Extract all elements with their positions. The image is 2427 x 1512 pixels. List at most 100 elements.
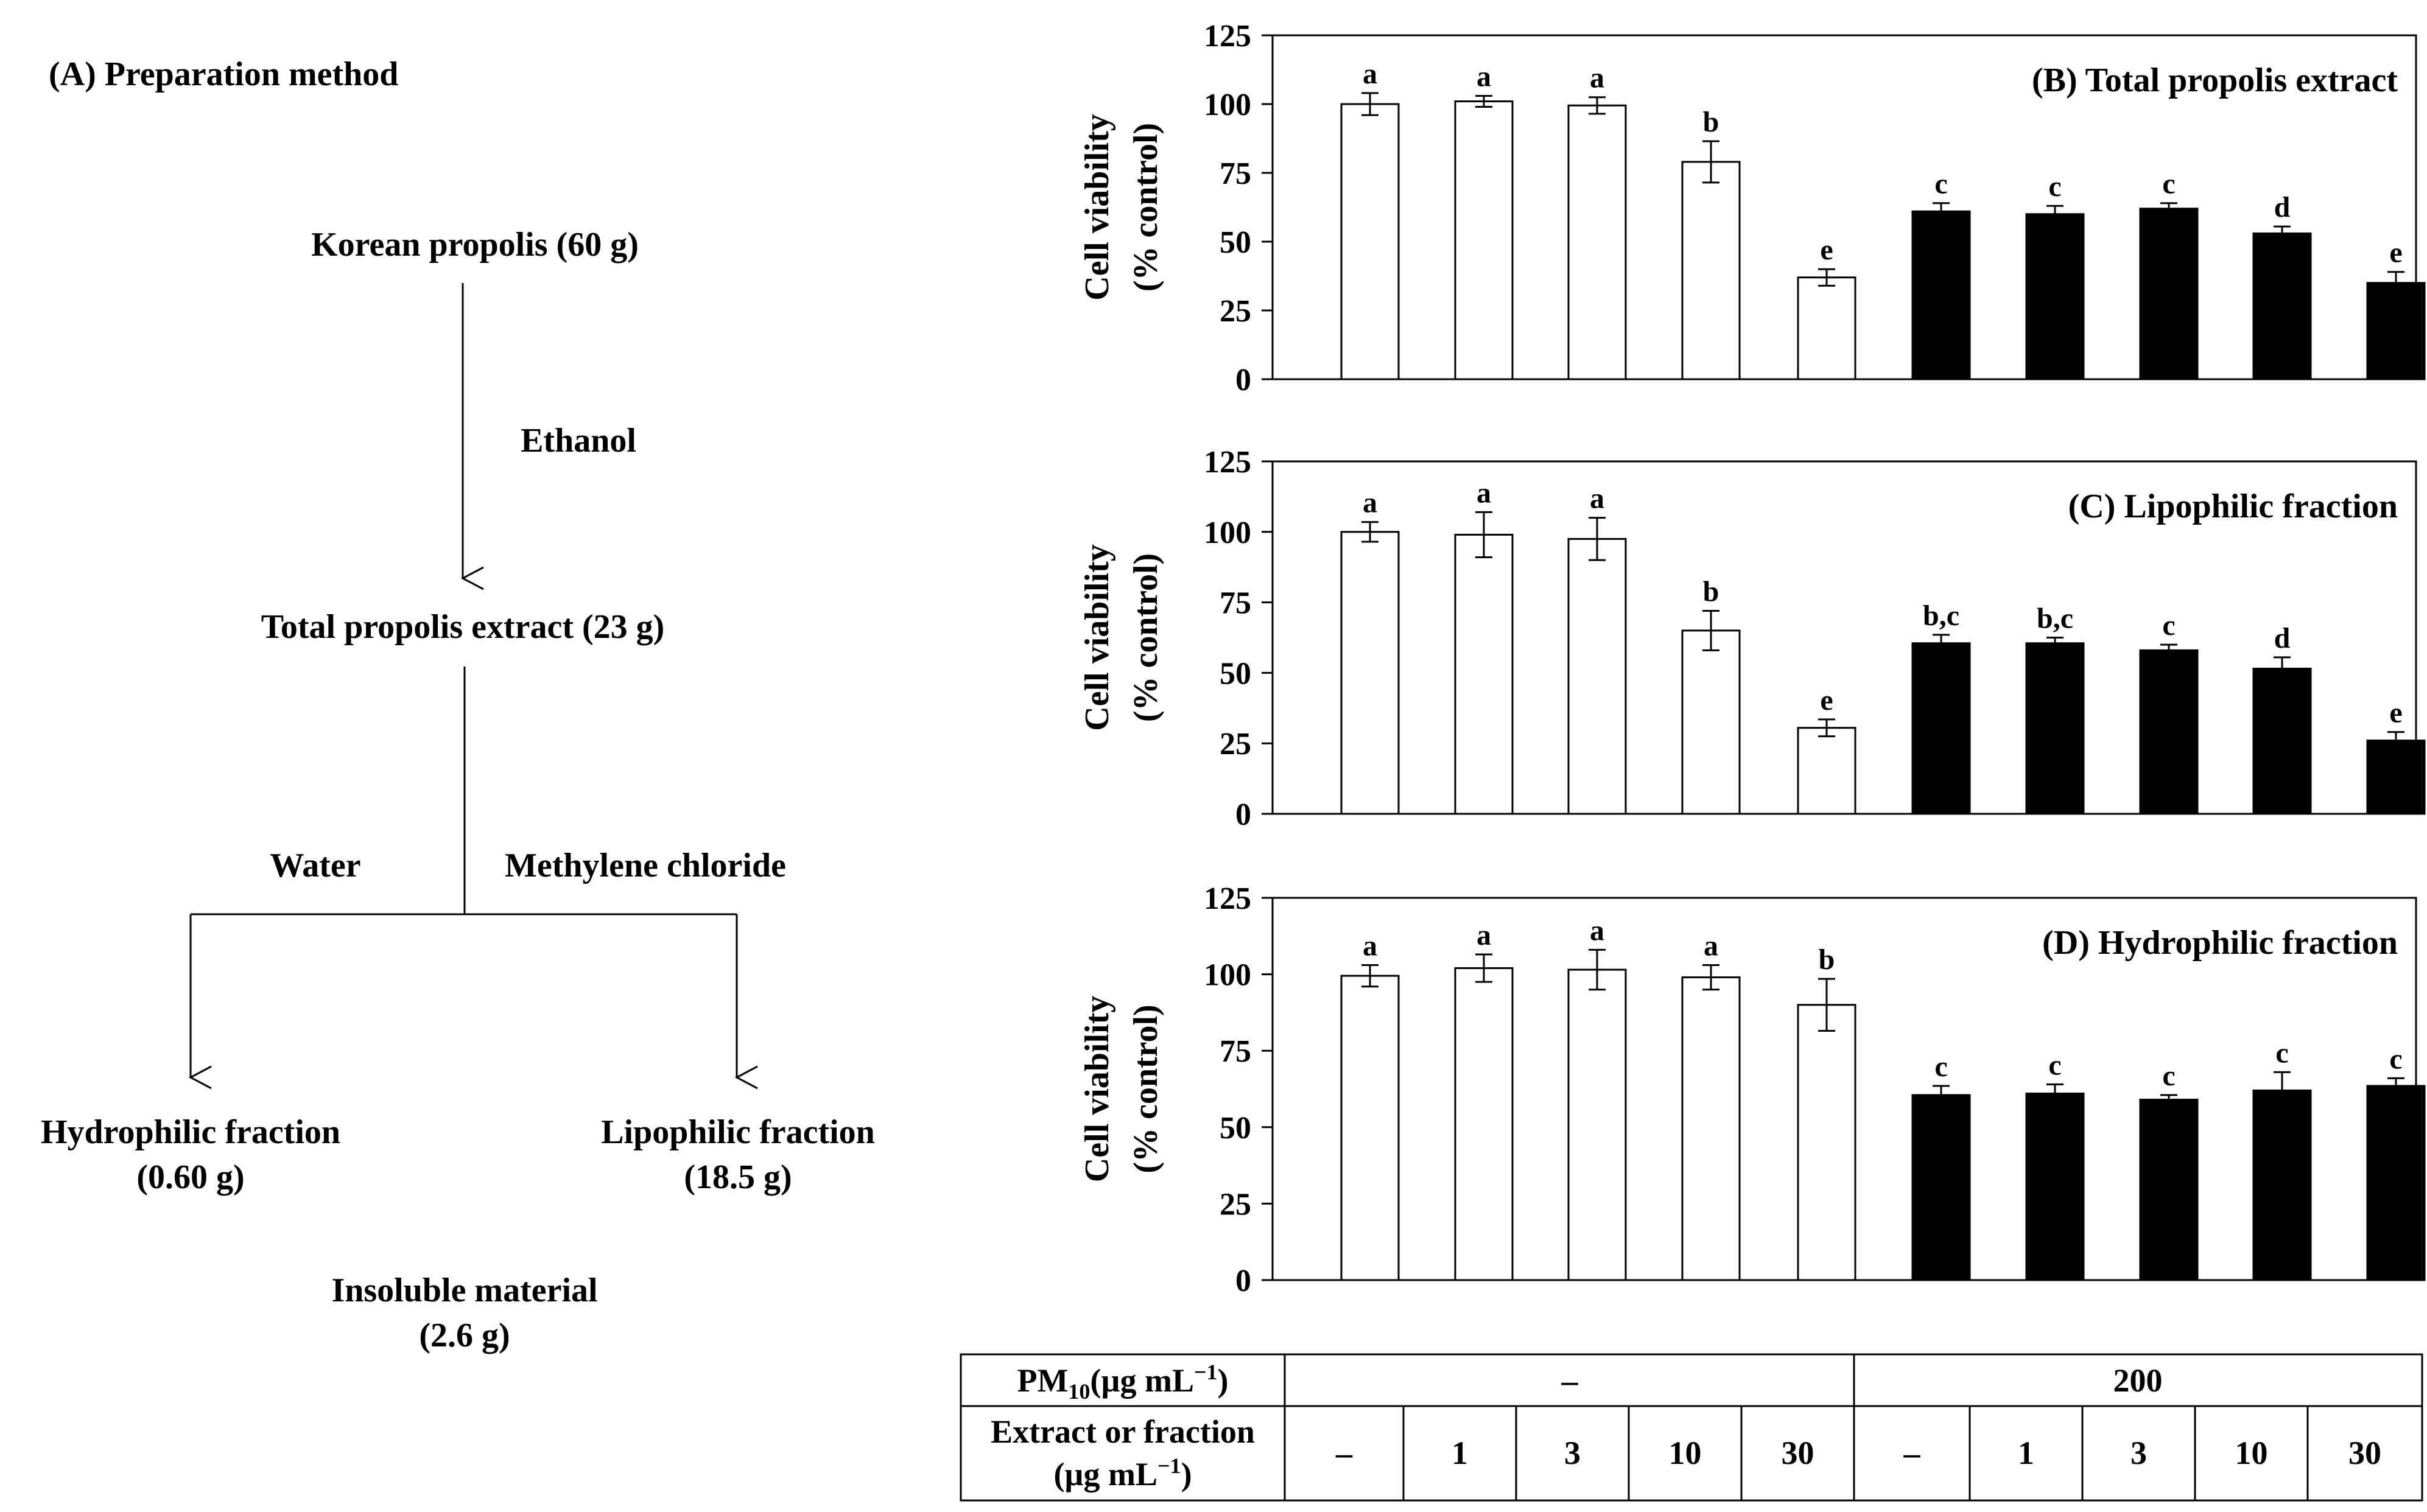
bar-0 bbox=[1341, 104, 1399, 379]
table-concentration-8: 10 bbox=[2235, 1435, 2268, 1471]
significance-letter-0: a bbox=[1363, 58, 1377, 90]
bar-3 bbox=[1682, 631, 1740, 814]
bar-0 bbox=[1341, 976, 1399, 1280]
flowchart-hydrophilic-name: Hydrophilic fraction bbox=[41, 1113, 340, 1151]
ext-close: ) bbox=[1181, 1456, 1192, 1493]
flowchart-methylene-label: Methylene chloride bbox=[505, 847, 786, 884]
bar-3 bbox=[1682, 162, 1740, 379]
significance-letter-1: a bbox=[1477, 60, 1491, 93]
flowchart-water-label: Water bbox=[270, 847, 360, 884]
significance-letter-4: e bbox=[1820, 234, 1833, 266]
bar-9 bbox=[2367, 283, 2425, 379]
y-tick-label: 125 bbox=[1204, 881, 1251, 916]
pm-exponent: −1 bbox=[1194, 1360, 1218, 1384]
bar-8 bbox=[2253, 233, 2311, 379]
flowchart-ethanol-label: Ethanol bbox=[521, 422, 636, 460]
bar-2 bbox=[1568, 539, 1626, 814]
bar-2 bbox=[1568, 970, 1626, 1280]
y-axis-label-line2: (% control) bbox=[1127, 553, 1165, 722]
flowchart-lipophilic-name: Lipophilic fraction bbox=[601, 1113, 875, 1151]
table-concentration-6: 1 bbox=[2018, 1435, 2034, 1471]
table-concentration-4: 30 bbox=[1782, 1435, 1814, 1471]
bar-5 bbox=[1912, 1095, 1970, 1280]
flowchart-total-extract: Total propolis extract (23 g) bbox=[261, 608, 665, 646]
y-tick-label: 25 bbox=[1220, 727, 1251, 761]
chart-panel-0: 0 25 50 75 100 125 Cell viability (% control) (B… bbox=[1078, 19, 2425, 397]
chart-title: (C) Lipophilic fraction bbox=[2068, 488, 2398, 525]
bar-1 bbox=[1455, 968, 1512, 1280]
significance-letter-8: d bbox=[2274, 191, 2291, 223]
y-tick-label: 50 bbox=[1220, 656, 1251, 691]
significance-letter-5: b,c bbox=[1923, 600, 1959, 632]
chart-title: (D) Hydrophilic fraction bbox=[2042, 924, 2398, 962]
y-tick-label: 50 bbox=[1220, 225, 1251, 260]
bar-9 bbox=[2367, 1086, 2425, 1280]
bar-5 bbox=[1912, 211, 1970, 379]
table-concentration-9: 30 bbox=[2348, 1435, 2381, 1471]
significance-letter-0: a bbox=[1363, 930, 1377, 962]
significance-letter-7: c bbox=[2162, 1060, 2175, 1092]
significance-letter-3: b bbox=[1703, 575, 1719, 607]
bar-6 bbox=[2026, 214, 2084, 379]
flowchart-insoluble-mass: (2.6 g) bbox=[419, 1317, 510, 1354]
significance-letter-5: c bbox=[1934, 168, 1947, 200]
bar-7 bbox=[2140, 209, 2197, 379]
ext-unit: (µg mL bbox=[1053, 1456, 1157, 1493]
flowchart: (A) Preparation method Korean propolis (… bbox=[41, 55, 875, 1354]
y-tick-label: 0 bbox=[1235, 797, 1251, 832]
significance-letter-2: a bbox=[1590, 914, 1604, 947]
y-axis-label-line1: Cell viability bbox=[1078, 544, 1116, 730]
significance-letter-8: c bbox=[2275, 1037, 2288, 1069]
bar-2 bbox=[1568, 105, 1626, 379]
bar-6 bbox=[2026, 643, 2084, 814]
significance-letter-6: c bbox=[2048, 1049, 2061, 1081]
significance-letter-1: a bbox=[1477, 477, 1491, 509]
table-pm-label: PM10(µg mL−1) bbox=[1017, 1360, 1228, 1404]
bar-3 bbox=[1682, 978, 1740, 1280]
table-concentration-0: – bbox=[1335, 1435, 1353, 1471]
table-extract-label-line1: Extract or fraction bbox=[991, 1413, 1255, 1450]
table-concentration-5: – bbox=[1903, 1435, 1921, 1471]
significance-letter-7: c bbox=[2162, 168, 2175, 200]
bar-6 bbox=[2026, 1094, 2084, 1280]
significance-letter-0: a bbox=[1363, 487, 1377, 519]
y-tick-label: 125 bbox=[1204, 445, 1251, 480]
pm-label-text: PM bbox=[1017, 1362, 1068, 1399]
figure: (A) Preparation method Korean propolis (… bbox=[0, 0, 2427, 1512]
table-pm-control: – bbox=[1561, 1362, 1579, 1399]
significance-letter-9: e bbox=[2389, 697, 2402, 729]
bar-4 bbox=[1798, 728, 1855, 814]
flowchart-insoluble-name: Insoluble material bbox=[331, 1272, 597, 1309]
table-concentration-1: 1 bbox=[1452, 1435, 1468, 1471]
flowchart-title: (A) Preparation method bbox=[49, 55, 398, 93]
y-axis-label-line1: Cell viability bbox=[1078, 996, 1116, 1182]
condition-table: PM10(µg mL−1) – 200 Extract or fraction … bbox=[961, 1354, 2422, 1500]
table-pm-treated: 200 bbox=[2113, 1362, 2163, 1399]
table-concentration-3: 10 bbox=[1669, 1435, 1702, 1471]
bar-1 bbox=[1455, 101, 1512, 379]
y-tick-label: 75 bbox=[1220, 586, 1251, 621]
y-axis-label-line1: Cell viability bbox=[1078, 114, 1116, 300]
table-column-dividers bbox=[1403, 1406, 2308, 1500]
significance-letter-4: e bbox=[1820, 684, 1833, 716]
y-tick-label: 0 bbox=[1235, 1264, 1251, 1298]
chart-title: (B) Total propolis extract bbox=[2032, 61, 2398, 99]
significance-letter-6: b,c bbox=[2037, 603, 2073, 635]
significance-letter-5: c bbox=[1934, 1051, 1947, 1083]
bar-4 bbox=[1798, 278, 1855, 379]
table-concentration-2: 3 bbox=[1564, 1435, 1581, 1471]
bar-8 bbox=[2253, 668, 2311, 814]
y-tick-label: 125 bbox=[1204, 19, 1251, 54]
significance-letter-3: b bbox=[1703, 106, 1719, 138]
significance-letter-3: a bbox=[1704, 930, 1718, 962]
significance-letter-2: a bbox=[1590, 483, 1604, 515]
significance-letter-6: c bbox=[2048, 170, 2061, 203]
bar-8 bbox=[2253, 1091, 2311, 1280]
y-tick-label: 50 bbox=[1220, 1111, 1251, 1146]
charts-group: 0 25 50 75 100 125 Cell viability (% control) (B… bbox=[1078, 19, 2425, 1298]
significance-letter-7: c bbox=[2162, 609, 2175, 642]
chart-panel-2: 0255075100125Cell viability (% control)(D… bbox=[1078, 881, 2425, 1298]
bar-7 bbox=[2140, 1100, 2197, 1280]
bar-0 bbox=[1341, 532, 1399, 814]
y-axis-label-line2: (% control) bbox=[1127, 1004, 1165, 1173]
